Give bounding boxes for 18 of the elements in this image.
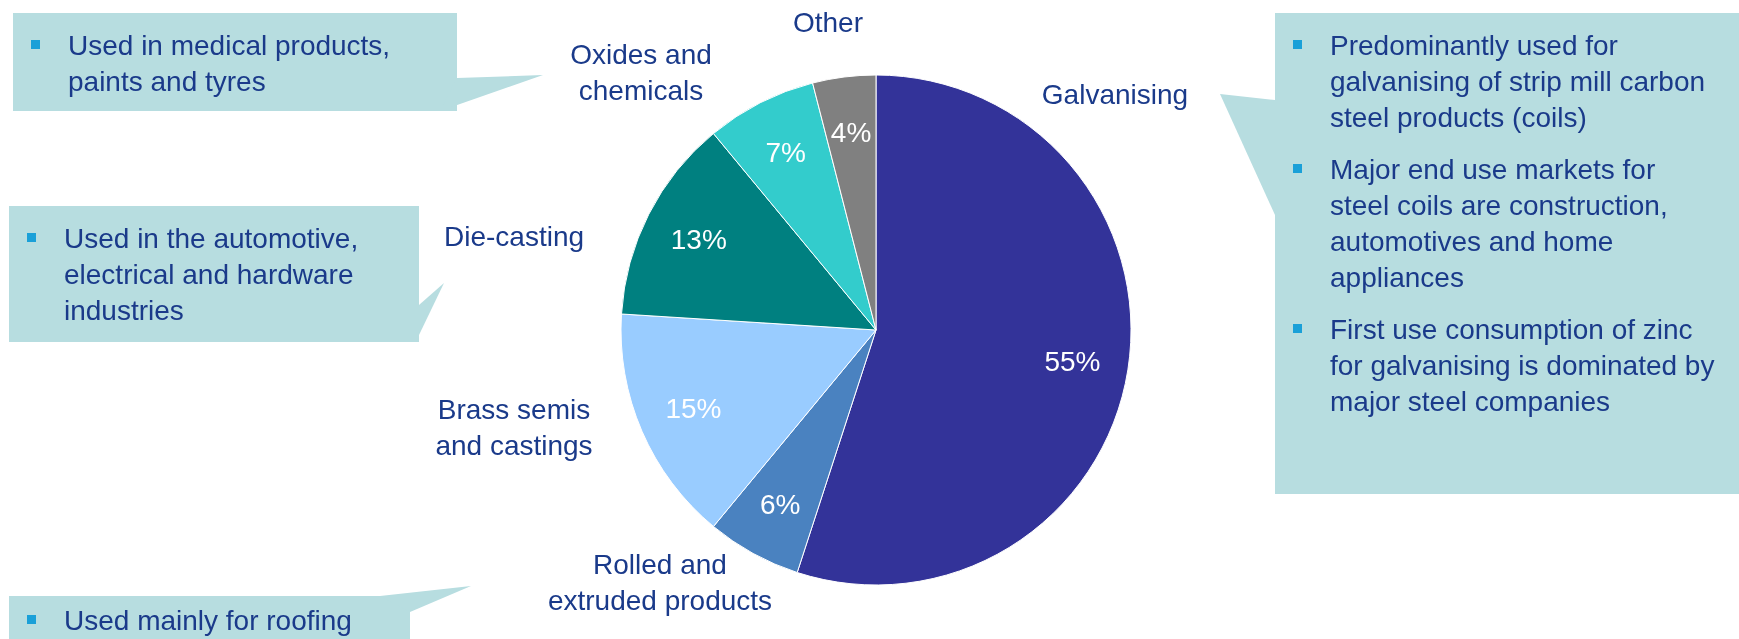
slice-label: Die-casting xyxy=(443,220,585,252)
data-label: 4% xyxy=(830,117,872,149)
text: Major end use markets for steel coils are construction, automotives and home appliances xyxy=(1330,153,1668,293)
slice-label: Rolled and extruded products xyxy=(547,548,773,616)
text: Used mainly for roofing xyxy=(64,604,352,636)
slice-label: Oxides and chemicals xyxy=(570,38,712,106)
text: Predominantly used for galvanising of strip mill carbon steel products (coils) xyxy=(1330,29,1706,133)
data-label: 55% xyxy=(1044,345,1101,377)
slice-label: Other xyxy=(792,6,864,38)
data-label: 15% xyxy=(665,393,722,425)
data-label: 7% xyxy=(765,137,806,169)
data-label: 6% xyxy=(759,488,801,520)
slice-label: Brass semis and castings xyxy=(435,393,593,461)
text: First use consumption of zinc for galvanising is dominated by major steel companies xyxy=(1330,313,1715,417)
data-label: 13% xyxy=(670,224,727,256)
slice-label: Galvanising xyxy=(1041,78,1189,110)
text: Used in medical products, paints and tyres xyxy=(68,29,391,97)
text: Used in the automotive, electrical and hardware industries xyxy=(64,222,359,326)
